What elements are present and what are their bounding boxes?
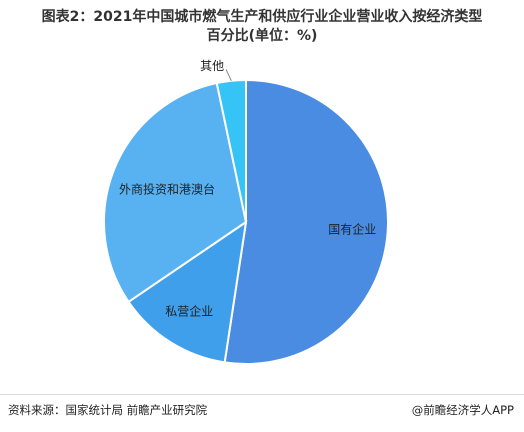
pie-slice [223,78,389,365]
slice-label: 其他 [200,59,224,73]
slice-label: 私营企业 [165,304,213,319]
divider [0,394,524,395]
chart-title: 图表2：2021年中国城市燃气生产和供应行业企业营业收入按经济类型百分比(单位：… [41,9,483,44]
credit: @前瞻经济学人APP [411,403,514,417]
pie-slice [127,219,248,364]
pie-slice [215,78,247,223]
slice-label: 外商投资和港澳台 [119,182,215,197]
source: 资料来源：国家统计局 前瞻产业研究院 [8,403,208,417]
pie-slice [103,81,248,304]
slice-label: 国有企业 [328,222,376,237]
leader-line [225,69,232,81]
